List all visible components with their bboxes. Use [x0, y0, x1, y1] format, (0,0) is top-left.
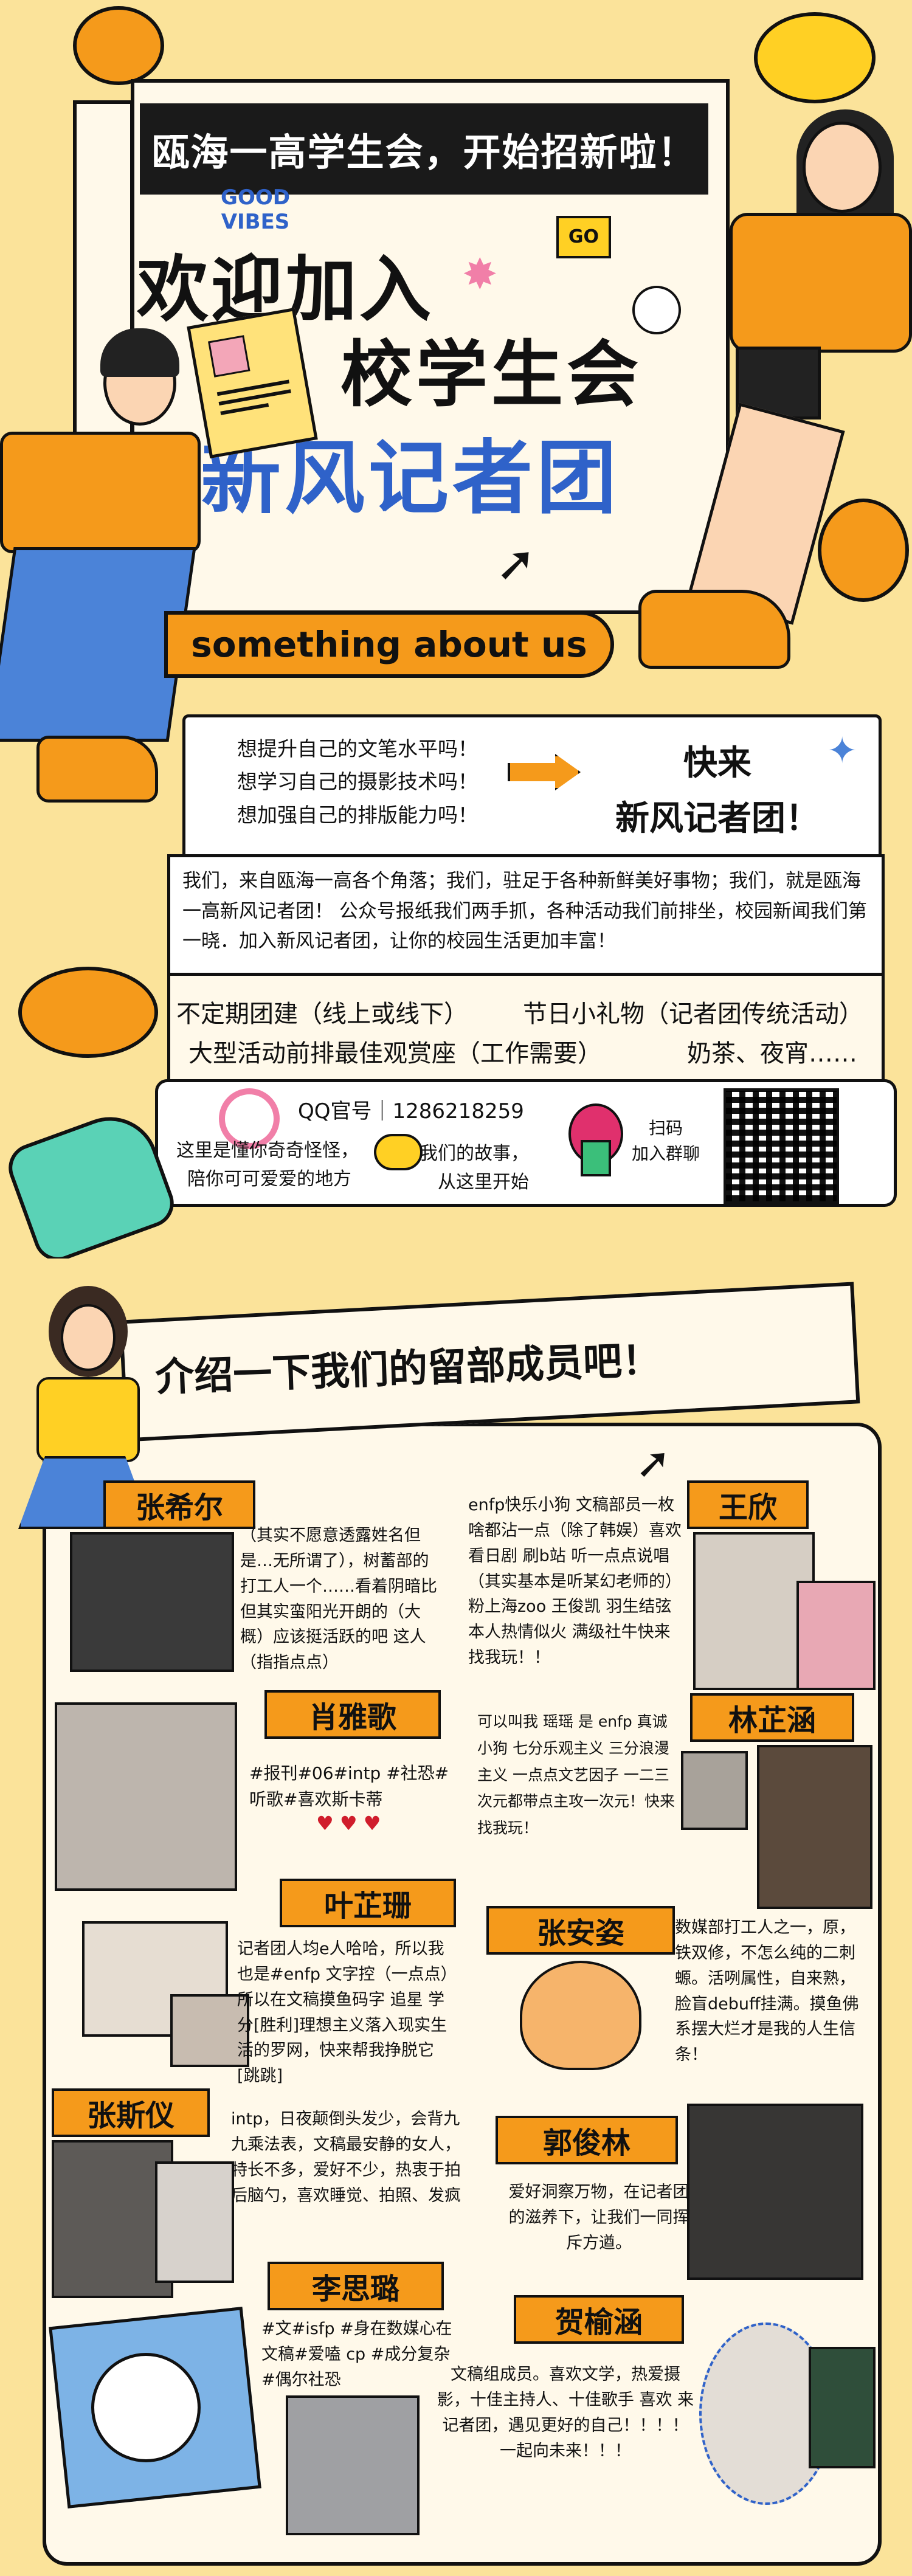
- person-right-illustration: [638, 109, 912, 687]
- member-photo-zhangsiyi: [52, 2140, 173, 2298]
- peace-sign-icon: [91, 2353, 201, 2462]
- member-text-zhangxier: （其实不愿意透露姓名但是…无所谓了），树蓄部的打工人一个……看着阴暗比但其实蛮阳…: [240, 1526, 437, 1673]
- cursor-icon: ➚: [496, 535, 537, 592]
- orange-coin-decoration: [73, 6, 164, 85]
- rose-icons: ♥ ♥ ♥: [316, 1812, 381, 1835]
- moon-icon: [632, 286, 681, 334]
- member-text-xiaoyage: #报刊#06#intp #社恐#听歌#喜欢斯卡蒂: [249, 1763, 449, 1810]
- member-name-linzhihan: 林芷涵: [690, 1693, 854, 1742]
- member-photo-lisilu-2: [286, 2395, 420, 2535]
- sparkle-icon: ✸: [462, 249, 498, 299]
- about-banner: something about us: [164, 611, 614, 678]
- recruit-banner: 瓯海一高学生会，开始招新啦！: [140, 103, 708, 195]
- member-name-zhangsiyi: 张斯仪: [52, 2088, 210, 2137]
- member-text-guojunlin: 爱好洞察万物，在记者团的滋养下，让我们一同挥斥方遒。: [508, 2183, 689, 2253]
- badge-top: GOOD: [221, 185, 290, 210]
- megaphone-icon: [374, 1134, 423, 1170]
- member-name-guojunlin: 郭俊林: [496, 2116, 678, 2164]
- scan-line2: 加入群聊: [631, 1144, 700, 1164]
- qr-code[interactable]: [724, 1088, 839, 1204]
- intro-panel: [167, 854, 885, 982]
- thumbs-up-icon: [2, 1103, 181, 1268]
- badge-bottom: VIBES: [221, 210, 290, 234]
- pitch-panel: [182, 714, 882, 860]
- question-1: 想提升自己的文笔水平吗！: [237, 737, 478, 761]
- qq-label: QQ官号｜1286218259: [298, 1099, 524, 1124]
- perk-4: 奶茶、夜宵……: [687, 1040, 857, 1068]
- member-name-xiaoyage: 肖雅歌: [264, 1690, 441, 1739]
- orange-disc-decoration: [18, 967, 158, 1058]
- member-photo-linzhihan-2: [757, 1745, 872, 1909]
- go-badge: GO: [556, 216, 611, 258]
- member-name-yezhishan: 叶芷珊: [280, 1879, 456, 1927]
- member-name-lisilu: 李思璐: [268, 2262, 444, 2310]
- scan-label: 扫码 加入群聊: [620, 1116, 711, 1167]
- yellow-coin-decoration: [754, 12, 876, 103]
- call-line1: 快来: [683, 744, 751, 783]
- perk-3: 大型活动前排最佳观赏座（工作需要）: [188, 1040, 602, 1068]
- intro-text: 我们，来自瓯海一高各个角落；我们，驻足于各种新鲜美好事物；我们，就是瓯海一高新风…: [182, 870, 867, 953]
- member-photo-xiaoyage: [55, 1702, 237, 1891]
- member-photo-guojunlin: [687, 2104, 863, 2280]
- good-vibes-badge: GOOD VIBES: [210, 185, 301, 234]
- orange-ring-decoration: [818, 499, 909, 602]
- tagline-2: 我们的故事， 从这里开始: [420, 1140, 529, 1196]
- member-text-heyuhan: 文稿组成员。喜欢文学，热爱摄影，十佳主持人、十佳歌手 喜欢 来记者团，遇见更好的…: [437, 2365, 694, 2460]
- cursor-icon-2: ➚: [635, 1438, 671, 1488]
- member-text-wangxin: enfp快乐小狗 文稿部员一枚 啥都沾一点（除了韩娱）喜欢看日剧 刷b站 听一点…: [468, 1496, 682, 1668]
- magnifier-icon: [219, 1088, 280, 1149]
- member-photo-heyuhan-2: [809, 2347, 876, 2468]
- headline-line2: 校学生会: [340, 332, 643, 416]
- member-name-zhangxier: 张希尔: [103, 1480, 255, 1529]
- member-avatar-zhanganzi: [520, 1961, 641, 2070]
- member-photo-zhangsiyi-2: [155, 2161, 234, 2283]
- section-divider: [0, 1259, 912, 1277]
- perk-2: 节日小礼物（记者团传统活动）: [523, 1000, 863, 1028]
- tagline-2b: 从这里开始: [438, 1171, 529, 1193]
- member-photo-wangxin-2: [796, 1581, 876, 1690]
- tagline-1b: 陪你可可爱爱的地方: [187, 1168, 351, 1190]
- member-text-lisilu: #文#isfp #身在数媒心在文稿#爱嗑 cp #成分复杂#偶尔社恐: [261, 2319, 452, 2389]
- question-list: 想提升自己的文笔水平吗！ 想学习自己的摄影技术吗！ 想加强自己的排版能力吗！: [237, 733, 478, 832]
- scan-line1: 扫码: [648, 1118, 683, 1138]
- member-name-heyuhan: 贺榆涵: [514, 2295, 684, 2344]
- star-icon: ✦: [827, 730, 858, 772]
- member-photo-linzhihan: [681, 1751, 748, 1830]
- perk-1: 不定期团建（线上或线下）: [176, 1000, 468, 1028]
- tagline-2a: 我们的故事，: [420, 1143, 529, 1164]
- question-3: 想加强自己的排版能力吗！: [237, 803, 478, 827]
- member-photo-zhangxier: [70, 1532, 234, 1672]
- call-to-action: 快来 新风记者团！: [602, 736, 833, 840]
- person-left-illustration: [0, 328, 201, 815]
- member-photo-yezhishan-2: [170, 1994, 249, 2067]
- member-text-zhangsiyi: intp，日夜颠倒头发少，会背九九乘法表，文稿最安静的女人，特长不多，爱好不少，…: [231, 2110, 461, 2205]
- perks-panel: [167, 973, 885, 1088]
- member-text-zhanganzi: 数媒部打工人之一，原，铁双修，不怎么纯的二刺螈。活咧属性，自来熟，脸盲debuf…: [675, 1918, 859, 2065]
- member-text-linzhihan: 可以叫我 瑶瑶 是 enfp 真诚小狗 七分乐观主义 三分浪漫主义 一点点文艺因…: [477, 1713, 675, 1837]
- member-name-zhanganzi: 张安姿: [486, 1906, 675, 1955]
- tagline-1a: 这里是懂你奇奇怪怪，: [176, 1140, 359, 1161]
- document-icon: [187, 308, 318, 458]
- mascot-icon: [562, 1103, 629, 1189]
- tagline-1: 这里是懂你奇奇怪怪， 陪你可可爱爱的地方: [176, 1137, 359, 1193]
- member-text-yezhishan: 记者团人均e人哈哈，所以我也是#enfp 文字控（一点点）所以在文稿摸鱼码字 追…: [237, 1939, 449, 2086]
- call-line2: 新风记者团！: [615, 799, 820, 838]
- member-name-wangxin: 王欣: [687, 1480, 809, 1529]
- question-2: 想学习自己的摄影技术吗！: [237, 770, 478, 794]
